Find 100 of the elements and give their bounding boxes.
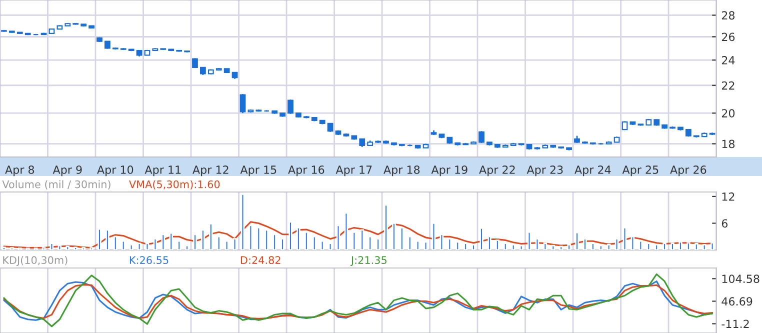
x-tick-label: Apr 9 [52,166,82,176]
bar [535,238,540,250]
bar [456,241,460,250]
bar [527,231,532,250]
bar [320,240,324,250]
bar [121,240,126,250]
x-tick-label: Apr 25 [622,166,658,176]
bar [416,240,420,250]
bar [288,221,292,250]
text: J:21.35 [350,256,386,266]
text: D:24.82 [240,256,280,264]
bar [256,226,261,250]
bar [480,227,484,250]
bar [82,247,86,250]
x-tick-label: Apr 16 [288,166,324,176]
bar [694,243,698,250]
bar [328,242,332,250]
bar [224,240,229,250]
bar [129,244,134,250]
x-tick-label: Apr 23 [526,166,563,176]
y-tick-label: 28 [722,11,735,20]
bar [106,229,110,250]
bar [472,244,476,250]
x-tick-label: Apr 19 [431,166,468,176]
bar [503,242,508,250]
bar [567,244,571,250]
chart-title: Volume (mil / 30min) [2,180,110,190]
bar [559,246,563,250]
bar [400,226,404,250]
bar [312,236,316,250]
bar [336,224,340,250]
y-tick-label: 18 [722,140,735,148]
bar [710,242,714,250]
x-tick-label: Apr 15 [240,166,276,176]
bar [2,246,6,250]
bar [177,240,181,250]
bar [702,244,706,250]
bar [392,222,396,250]
bar [344,212,348,250]
x-tick-label: Apr 10 [97,166,134,176]
bar [630,236,635,250]
bar [360,229,364,250]
x-tick-label: Apr 8 [5,166,34,176]
bar [551,244,556,250]
bar [519,244,524,250]
bar [591,242,595,250]
x-tick-label: Apr 12 [192,166,228,176]
bar [654,244,658,250]
bar [488,236,492,250]
y-tick-label: 104.58 [722,274,760,284]
bar [496,239,500,250]
y-tick-label: 12 [722,192,734,201]
bar [74,246,78,250]
bar [511,244,516,250]
bar [376,238,380,250]
bar [368,236,372,250]
bar [583,238,587,250]
text: VMA(5,30m):1.60 [129,180,220,190]
x-tick-label: Apr 17 [336,166,372,176]
bar [264,229,269,250]
bar [440,234,444,250]
bar [169,232,173,250]
bar [58,244,62,250]
line-series [3,221,714,249]
chart-title: KDJ(10,30m) [3,256,68,266]
x-tick-label: Apr 18 [384,166,420,176]
bar [193,234,197,250]
bar [90,247,94,250]
bar [145,242,150,250]
bar [153,238,158,250]
bar [670,242,674,250]
bar [606,244,611,250]
text: K:26.55 [130,256,168,264]
candlestick [288,98,294,115]
y-tick-label: 22 [722,81,734,90]
bar [50,242,54,250]
bar [10,247,14,250]
bar [304,231,308,250]
bar [686,242,690,250]
bar [646,242,651,250]
bar [201,229,205,250]
bar [678,241,682,250]
bar [614,238,619,250]
x-tick-label: Apr 22 [479,166,515,176]
y-tick-label: -11.2 [722,320,749,328]
bar [575,232,579,250]
bar [161,234,166,250]
bar [114,236,118,250]
bar [622,226,627,250]
bar [248,224,253,250]
bar [66,246,70,250]
bar [638,240,643,250]
bar [240,194,245,250]
bar [384,204,388,250]
bar [464,242,468,250]
y-tick-label: 20 [722,109,735,118]
y-tick-label: 26 [722,32,735,42]
bar [598,244,603,250]
bar [98,228,102,250]
bar [424,241,428,250]
